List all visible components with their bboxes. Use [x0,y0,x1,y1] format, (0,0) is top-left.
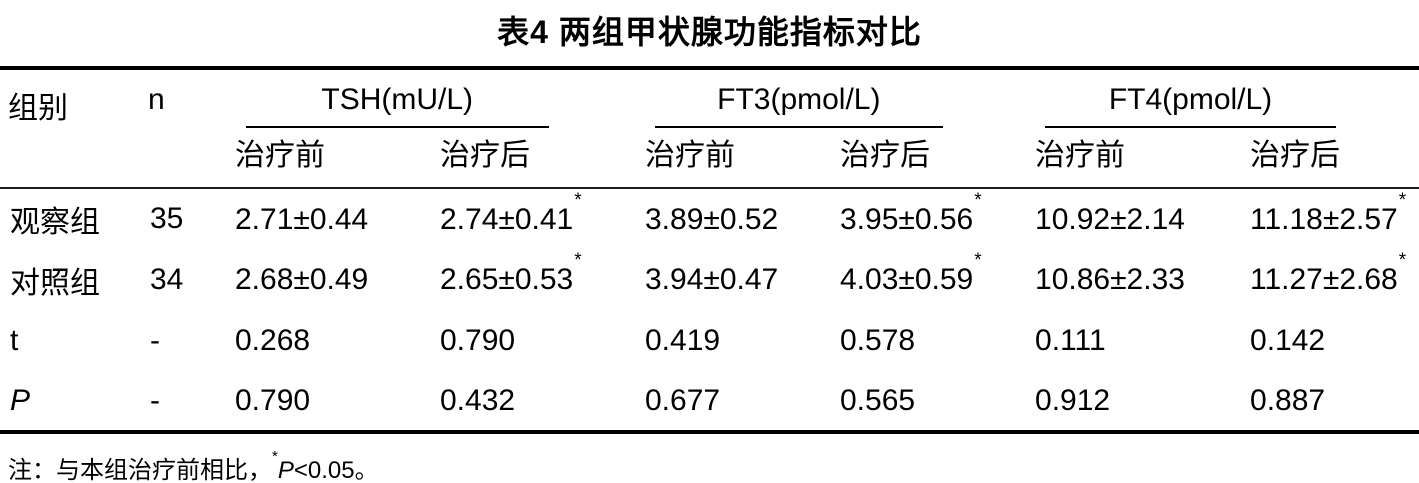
header-group: 组别 [8,92,68,125]
data-cell: 3.95±0.56* [840,189,982,236]
cell-n: - [150,323,160,357]
data-cell: 2.68±0.49 [235,263,369,296]
header-row-main: 组别 n TSH(mU/L) FT3(pmol/L) FT4(pmol/L) [0,68,1419,128]
data-cell: 0.111 [1035,323,1106,357]
spanner-underline-tsh: TSH(mU/L) [245,83,549,128]
data-cell: 0.790 [235,383,311,417]
sig-asterisk: * [1398,189,1407,211]
subheader-ft4-after: 治疗后 [1250,139,1341,172]
sig-asterisk: * [272,448,278,465]
sig-asterisk: * [574,189,582,211]
subheader-tsh-after: 治疗后 [440,139,530,172]
data-cell: 2.65±0.53* [440,250,582,296]
footnote-threshold: <0.05。 [293,457,379,483]
cell-n: 34 [150,262,184,296]
data-cell: 0.912 [1035,383,1111,417]
subheader-ft4-before: 治疗前 [1035,139,1126,172]
header-spanner-ft4: FT4(pmol/L) [1025,68,1419,128]
data-cell: 0.790 [440,323,516,357]
data-cell: 4.03±0.59* [840,250,982,296]
data-cell: 0.578 [840,323,916,357]
row-label: t [10,323,19,357]
data-cell: 0.887 [1250,383,1326,417]
subheader-ft3-before: 治疗前 [645,139,735,172]
sig-asterisk: * [1398,250,1407,271]
data-cell: 11.27±2.68* [1250,250,1407,296]
header-row-sub: 治疗前 治疗后 治疗前 治疗后 治疗前 治疗后 [0,128,1419,188]
table-row-t-value: t - 0.268 0.790 0.419 0.578 0.111 0.142 [0,310,1419,371]
data-cell: 10.92±2.14 [1035,202,1185,236]
data-cell: 2.71±0.44 [235,202,369,236]
data-cell: 3.89±0.52 [645,202,779,236]
data-cell: 2.74±0.41* [440,189,582,236]
table-row-observation-group: 观察组 35 2.71±0.44 2.74±0.41* 3.89±0.52 3.… [0,188,1419,249]
thyroid-function-table: 组别 n TSH(mU/L) FT3(pmol/L) FT4(pmol/L) 治… [0,66,1419,434]
subheader-tsh-before: 治疗前 [235,139,325,172]
table-row-control-group: 对照组 34 2.68±0.49 2.65±0.53* 3.94±0.47 4.… [0,249,1419,310]
sig-asterisk: * [974,189,982,211]
header-spanner-tsh: TSH(mU/L) [225,68,635,128]
header-spanner-ft3: FT3(pmol/L) [635,68,1025,128]
spanner-underline-ft3: FT3(pmol/L) [654,83,944,128]
footnote-text: 注：与本组治疗前相比， [8,457,272,483]
data-cell: 0.677 [645,383,721,417]
data-cell: 3.94±0.47 [645,263,779,296]
row-label: P [10,383,31,417]
sig-asterisk: * [974,250,982,271]
table-footnote: 注：与本组治疗前相比，*P<0.05。 [0,434,1419,483]
cell-n: - [150,383,160,417]
data-cell: 10.86±2.33 [1035,263,1185,296]
data-cell: 0.432 [440,383,516,417]
header-n: n [148,83,165,116]
subheader-ft3-after: 治疗后 [840,139,930,172]
table-row-p-value: P - 0.790 0.432 0.677 0.565 0.912 0.887 [0,371,1419,432]
table-caption: 表4 两组甲状腺功能指标对比 [497,14,922,50]
data-cell: 11.18±2.57* [1250,189,1407,236]
data-cell: 0.565 [840,383,916,417]
data-cell: 0.142 [1250,323,1326,357]
spanner-underline-ft4: FT4(pmol/L) [1044,83,1337,128]
row-label: 对照组 [10,266,100,300]
data-cell: 0.419 [645,323,721,357]
cell-n: 35 [150,202,184,235]
row-label: 观察组 [10,206,100,239]
p-symbol: P [277,457,294,483]
data-cell: 0.268 [235,323,311,357]
sig-asterisk: * [574,250,582,271]
